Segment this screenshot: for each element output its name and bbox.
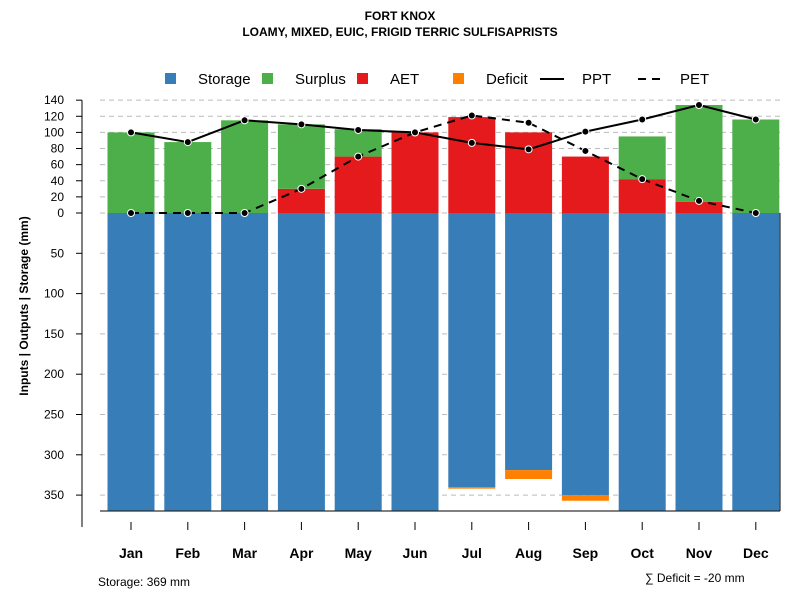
legend-aet-label: AET <box>390 71 419 88</box>
chart-subtitle: LOAMY, MIXED, EUIC, FRIGID TERRIC SULFIS… <box>242 25 557 39</box>
surplus-bar <box>675 104 723 202</box>
surplus-bar <box>732 119 780 213</box>
ppt-point <box>240 116 249 125</box>
surplus-bar <box>618 136 666 180</box>
y-tick-label: 0 <box>57 206 64 220</box>
x-tick-label: Apr <box>289 545 314 561</box>
x-tick-label: Jul <box>462 545 482 561</box>
x-tick-label: Mar <box>232 545 257 561</box>
pet-line <box>131 114 757 214</box>
x-tick-label: Jan <box>119 545 143 561</box>
storage-bar <box>221 213 269 511</box>
pet-point <box>638 175 647 184</box>
surplus-bar <box>277 124 325 189</box>
aet-bar <box>334 156 382 213</box>
aet-bar <box>448 117 496 213</box>
legend-surplus-label: Surplus <box>295 71 346 88</box>
deficit-bar <box>561 495 609 501</box>
pet-point <box>127 209 135 217</box>
storage-bar <box>561 213 609 496</box>
aet-bar <box>561 156 609 213</box>
pet-point <box>240 209 249 217</box>
legend-deficit-swatch <box>453 73 464 84</box>
pet-point <box>297 184 306 193</box>
x-tick-label: Dec <box>743 545 769 561</box>
surplus-bar <box>221 120 269 213</box>
x-tick-label: Nov <box>686 545 713 561</box>
x-tick-label: Oct <box>631 545 655 561</box>
storage-bar <box>618 213 666 511</box>
storage-bar <box>107 213 155 511</box>
x-tick-label: Aug <box>515 545 542 561</box>
pet-point <box>751 209 760 217</box>
ppt-point <box>354 125 363 134</box>
aet-bar <box>675 201 723 213</box>
pet-point <box>411 128 419 137</box>
ppt-point <box>183 138 192 147</box>
y-tick-label: 200 <box>44 367 64 381</box>
legend-aet-swatch <box>357 73 368 84</box>
y-tick-label: 50 <box>51 246 65 260</box>
deficit-annotation: ∑ Deficit = -20 mm <box>645 571 745 585</box>
y-tick-label: 350 <box>44 488 64 502</box>
y-tick-label: 60 <box>51 158 65 172</box>
storage-annotation: Storage: 369 mm <box>98 575 190 589</box>
storage-bar <box>334 213 382 511</box>
legend-deficit-label: Deficit <box>486 71 529 88</box>
legend-storage-swatch <box>165 73 176 84</box>
pet-point <box>354 152 363 161</box>
storage-bar <box>505 213 553 471</box>
y-tick-label: 100 <box>44 287 64 301</box>
chart-title: FORT KNOX <box>365 9 436 23</box>
pet-point <box>581 146 590 155</box>
deficit-bar <box>448 487 496 489</box>
ppt-point <box>467 138 476 147</box>
pet-point <box>695 196 703 205</box>
aet-bar <box>618 179 666 213</box>
ppt-point <box>524 145 533 154</box>
storage-bar <box>391 213 439 511</box>
y-axis-label: Inputs | Outputs | Storage (mm) <box>17 216 31 395</box>
y-tick-label: 20 <box>51 190 65 204</box>
x-tick-label: Jun <box>403 545 428 561</box>
ppt-line <box>130 103 757 151</box>
legend-storage-label: Storage <box>198 71 251 88</box>
ppt-point <box>638 115 647 124</box>
surplus-bar <box>164 142 212 213</box>
legend-pet-label: PET <box>680 71 709 88</box>
ppt-point <box>695 100 703 109</box>
y-tick-label: 100 <box>44 125 64 139</box>
y-tick-label: 120 <box>44 109 64 123</box>
ppt-point <box>297 120 306 129</box>
y-tick-label: 140 <box>44 93 64 107</box>
legend-surplus-swatch <box>262 73 273 84</box>
storage-bar <box>675 213 723 511</box>
y-tick-label: 250 <box>44 408 64 422</box>
pet-point <box>183 209 192 217</box>
surplus-bar <box>107 132 155 213</box>
ppt-point <box>127 128 135 137</box>
y-tick-label: 40 <box>51 174 65 188</box>
x-tick-label: Sep <box>573 545 599 561</box>
pet-point <box>524 118 533 127</box>
legend-ppt-label: PPT <box>582 71 611 88</box>
aet-bar <box>277 188 325 213</box>
y-tick-label: 300 <box>44 448 64 462</box>
deficit-bar <box>505 470 553 479</box>
pet-point <box>467 111 476 120</box>
y-tick-label: 150 <box>44 327 64 341</box>
ppt-point <box>581 127 590 136</box>
storage-bar <box>277 213 325 511</box>
aet-bar <box>391 132 439 213</box>
x-tick-label: Feb <box>175 545 200 561</box>
y-tick-label: 80 <box>51 142 65 156</box>
storage-bar <box>732 213 780 511</box>
x-tick-label: May <box>345 545 372 561</box>
ppt-point <box>751 115 760 124</box>
storage-bar <box>448 213 496 488</box>
storage-bar <box>164 213 212 511</box>
